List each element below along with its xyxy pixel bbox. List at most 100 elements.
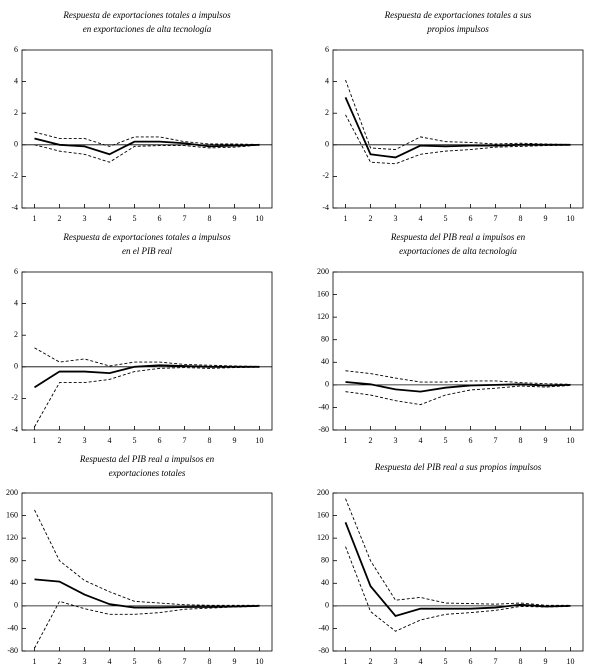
x-tick-label: 1 — [344, 214, 348, 223]
x-tick-label: 2 — [58, 214, 62, 223]
plot-frame — [21, 492, 273, 652]
y-tick-label: 0 — [14, 601, 18, 610]
response-line — [34, 137, 260, 156]
chart-title: Respuesta del PIB real a impulsos en — [79, 454, 215, 464]
x-tick-label: 8 — [208, 436, 212, 445]
chart-title: en el PIB real — [122, 246, 172, 256]
y-tick-label: -4 — [11, 425, 18, 434]
y-tick-label: 120 — [317, 533, 329, 542]
confidence-band — [34, 509, 260, 606]
y-tick-label: 200 — [317, 488, 329, 497]
x-tick-label: 4 — [108, 657, 112, 666]
confidence-band — [345, 370, 571, 385]
y-tick-label: 40 — [321, 578, 329, 587]
x-tick-label: 1 — [33, 436, 37, 445]
y-tick-label: 120 — [6, 533, 18, 542]
y-tick-label: 2 — [14, 330, 18, 339]
y-tick-label: 6 — [14, 45, 18, 54]
y-tick-label: 80 — [321, 556, 329, 565]
confidence-band — [34, 131, 260, 147]
confidence-band — [34, 144, 260, 163]
y-tick-label: -40 — [318, 402, 329, 411]
x-tick-label: 6 — [469, 657, 473, 666]
plot-frame — [332, 492, 584, 652]
x-tick-label: 4 — [108, 214, 112, 223]
y-tick-label: -80 — [7, 646, 18, 655]
y-tick-label: 200 — [6, 488, 18, 497]
x-tick-label: 10 — [256, 214, 264, 223]
y-tick-label: 80 — [10, 556, 18, 565]
x-tick-label: 1 — [33, 657, 37, 666]
y-tick-label: 40 — [321, 357, 329, 366]
x-tick-label: 2 — [369, 436, 373, 445]
chart-title: Respuesta de exportaciones totales a sus — [384, 10, 532, 20]
x-tick-label: 8 — [208, 657, 212, 666]
x-tick-label: 7 — [494, 436, 498, 445]
x-tick-label: 10 — [256, 436, 264, 445]
chart-title: Respuesta de exportaciones totales a imp… — [62, 10, 231, 20]
x-tick-label: 2 — [58, 436, 62, 445]
x-tick-label: 1 — [344, 657, 348, 666]
x-tick-label: 3 — [394, 657, 398, 666]
x-tick-label: 7 — [494, 657, 498, 666]
response-line — [34, 578, 260, 609]
y-tick-label: -2 — [11, 171, 18, 180]
x-tick-label: 6 — [158, 657, 162, 666]
y-tick-label: -40 — [318, 623, 329, 632]
x-tick-label: 9 — [544, 436, 548, 445]
y-tick-label: -80 — [318, 646, 329, 655]
x-tick-label: 2 — [369, 657, 373, 666]
x-tick-label: 5 — [133, 657, 137, 666]
x-tick-label: 8 — [519, 657, 523, 666]
y-tick-label: 200 — [317, 267, 329, 276]
x-tick-label: 10 — [567, 436, 575, 445]
y-tick-label: 160 — [6, 510, 18, 519]
confidence-band — [345, 498, 571, 606]
y-tick-label: 2 — [325, 108, 329, 117]
response-line — [344, 97, 571, 159]
x-tick-label: 10 — [567, 214, 575, 223]
x-tick-label: 8 — [519, 436, 523, 445]
chart-title: en exportaciones de alta tecnología — [83, 24, 212, 34]
x-tick-label: 3 — [83, 657, 87, 666]
x-tick-label: 9 — [233, 214, 237, 223]
y-tick-label: 0 — [325, 380, 329, 389]
y-tick-label: 4 — [14, 76, 18, 85]
y-tick-label: -4 — [11, 203, 18, 212]
plot-frame — [21, 271, 273, 431]
x-tick-label: 5 — [444, 436, 448, 445]
response-line — [344, 522, 571, 618]
y-tick-label: 160 — [317, 289, 329, 298]
x-tick-label: 7 — [183, 214, 187, 223]
x-tick-label: 7 — [494, 214, 498, 223]
y-tick-label: 2 — [14, 108, 18, 117]
x-tick-label: 9 — [233, 436, 237, 445]
y-tick-label: 80 — [321, 335, 329, 344]
response-line — [34, 364, 260, 389]
chart-title: Respuesta del PIB real a sus propios imp… — [374, 462, 542, 472]
y-tick-label: 4 — [14, 298, 18, 307]
chart-title: Respuesta de exportaciones totales a imp… — [62, 232, 231, 242]
y-tick-label: 4 — [325, 76, 329, 85]
x-tick-label: 9 — [544, 214, 548, 223]
x-tick-label: 8 — [208, 214, 212, 223]
plot-frame — [332, 49, 584, 209]
response-line — [345, 381, 571, 393]
x-tick-label: 5 — [133, 214, 137, 223]
confidence-band — [345, 546, 571, 632]
plot-frame — [332, 271, 584, 431]
y-tick-label: 0 — [325, 601, 329, 610]
plot-frame — [21, 49, 273, 209]
x-tick-label: 2 — [369, 214, 373, 223]
x-tick-label: 6 — [158, 436, 162, 445]
y-tick-label: 120 — [317, 312, 329, 321]
x-tick-label: 3 — [394, 214, 398, 223]
y-tick-label: 6 — [325, 45, 329, 54]
x-tick-label: 9 — [233, 657, 237, 666]
chart-title: Respuesta del PIB real a impulsos en — [390, 232, 526, 242]
x-tick-label: 4 — [419, 436, 423, 445]
chart-title: propios impulsos — [426, 24, 489, 34]
x-tick-label: 4 — [419, 657, 423, 666]
y-tick-label: 40 — [10, 578, 18, 587]
